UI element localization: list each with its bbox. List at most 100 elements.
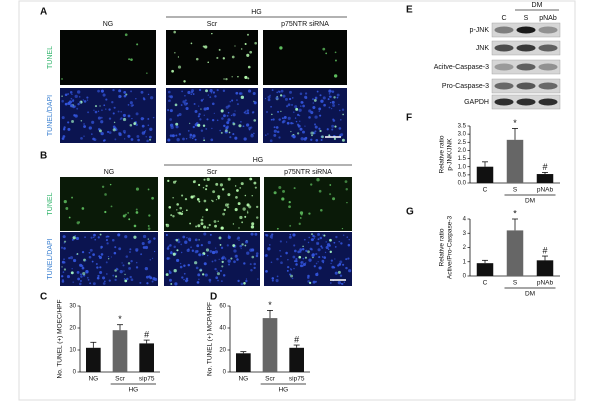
cell	[271, 113, 273, 116]
column-label: p75NTR siRNA	[284, 169, 332, 176]
cell	[267, 98, 271, 102]
cell	[203, 107, 207, 111]
cell	[200, 243, 204, 247]
cell	[239, 215, 243, 220]
panel-letter: F	[406, 113, 412, 124]
y-axis-title: No. TUNEL (+) MCP/HPF	[207, 302, 214, 376]
cell	[251, 111, 255, 114]
cell	[112, 112, 115, 115]
cell	[296, 123, 300, 126]
cell	[311, 233, 313, 236]
cell	[76, 107, 79, 110]
cell	[327, 248, 330, 251]
cell	[178, 133, 182, 136]
cell	[271, 279, 274, 282]
cell	[235, 91, 239, 95]
cell	[167, 109, 170, 112]
cell	[148, 214, 151, 217]
row-label: TUNEL	[47, 192, 54, 215]
cell	[276, 257, 279, 261]
cell	[288, 200, 291, 204]
cell	[63, 268, 67, 271]
cell	[167, 245, 170, 248]
cell	[203, 199, 207, 203]
y-tick-label: 10	[69, 348, 76, 354]
cell	[299, 217, 302, 219]
bar	[236, 353, 251, 372]
cell	[72, 236, 76, 240]
cell	[123, 94, 127, 98]
cell	[243, 282, 246, 285]
cell	[131, 117, 133, 120]
cell	[177, 240, 181, 244]
cell	[337, 270, 341, 274]
cell	[329, 102, 332, 104]
cell	[135, 98, 137, 100]
cell	[91, 260, 94, 263]
cell	[238, 239, 240, 241]
cell	[182, 100, 186, 104]
cell	[94, 105, 98, 108]
cell	[253, 100, 255, 102]
cell	[185, 106, 189, 111]
blot-band	[538, 82, 558, 90]
cell	[235, 196, 238, 199]
cell	[251, 248, 255, 252]
cell	[330, 107, 333, 110]
cell	[245, 278, 248, 280]
cell	[123, 90, 127, 94]
cell	[322, 47, 326, 51]
cell	[183, 264, 186, 267]
cell	[105, 239, 108, 242]
cell	[145, 275, 149, 279]
cell	[241, 243, 244, 246]
cell	[345, 258, 348, 261]
cell	[308, 236, 310, 239]
cell	[277, 110, 280, 113]
cell	[253, 132, 255, 135]
cell	[60, 275, 64, 278]
cell	[71, 93, 73, 95]
cell	[211, 127, 213, 130]
cell	[312, 98, 314, 101]
cell	[267, 247, 271, 251]
cell	[171, 69, 174, 73]
cell	[313, 98, 317, 102]
cell	[232, 223, 235, 225]
cell	[216, 272, 221, 276]
cell	[226, 125, 229, 129]
cell	[224, 129, 228, 133]
cell	[152, 116, 155, 119]
cell	[319, 114, 322, 117]
cell	[212, 91, 216, 94]
cell	[281, 197, 285, 201]
cell	[200, 222, 204, 226]
cell	[188, 239, 192, 242]
cell	[238, 92, 242, 95]
cell	[300, 105, 302, 107]
cell	[249, 177, 253, 181]
cell	[185, 209, 188, 212]
cell	[92, 282, 96, 286]
cell	[248, 126, 252, 130]
y-axis-title: Relative ratio	[439, 135, 446, 173]
cell	[231, 99, 234, 102]
cell	[244, 42, 247, 46]
cell	[179, 206, 182, 210]
cell	[199, 118, 202, 121]
cell	[79, 101, 82, 104]
y-axis-title: Relative ratio	[439, 228, 446, 266]
cell	[343, 234, 345, 236]
cell	[210, 138, 214, 142]
cell	[107, 130, 110, 134]
cell	[240, 282, 244, 286]
cell	[209, 233, 212, 236]
cell	[61, 137, 65, 140]
cell	[190, 91, 194, 94]
cell	[135, 249, 139, 252]
cell	[334, 245, 337, 248]
x-tick-label: C	[483, 187, 488, 194]
cell	[67, 93, 70, 96]
cell	[330, 262, 332, 265]
cell	[198, 112, 201, 116]
